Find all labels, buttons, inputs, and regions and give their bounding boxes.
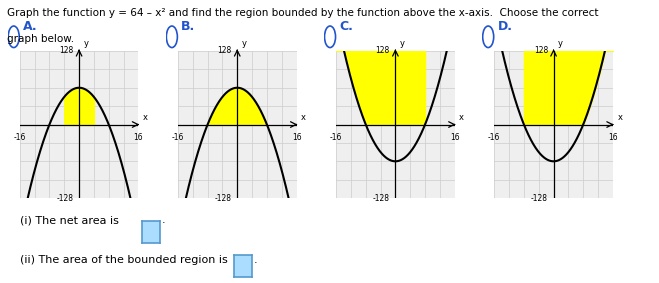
- Text: .: .: [254, 255, 258, 265]
- Text: x: x: [301, 113, 306, 122]
- Text: Graph the function y = 64 – x² and find the region bounded by the function above: Graph the function y = 64 – x² and find …: [7, 8, 598, 18]
- Text: x: x: [617, 113, 622, 122]
- Text: 128: 128: [217, 46, 232, 55]
- Text: -16: -16: [14, 132, 26, 142]
- Text: y: y: [400, 39, 405, 48]
- Text: 128: 128: [534, 46, 548, 55]
- Text: 16: 16: [292, 132, 301, 142]
- Text: -128: -128: [373, 194, 390, 203]
- Text: graph below.: graph below.: [7, 34, 74, 44]
- Text: (i) The net area is: (i) The net area is: [20, 215, 119, 225]
- Text: 16: 16: [450, 132, 459, 142]
- Text: -16: -16: [172, 132, 184, 142]
- Text: 128: 128: [376, 46, 390, 55]
- Text: x: x: [459, 113, 464, 122]
- Text: D.: D.: [498, 20, 513, 33]
- Text: 128: 128: [59, 46, 74, 55]
- Text: -128: -128: [57, 194, 74, 203]
- Text: 16: 16: [134, 132, 143, 142]
- Text: B.: B.: [181, 20, 196, 33]
- Text: y: y: [84, 39, 88, 48]
- Text: -128: -128: [215, 194, 232, 203]
- Text: (ii) The area of the bounded region is: (ii) The area of the bounded region is: [20, 255, 227, 265]
- Text: A.: A.: [23, 20, 38, 33]
- Text: -16: -16: [330, 132, 342, 142]
- Text: C.: C.: [339, 20, 353, 33]
- Text: -16: -16: [488, 132, 500, 142]
- Text: .: .: [161, 215, 165, 225]
- Text: y: y: [242, 39, 246, 48]
- Text: y: y: [558, 39, 563, 48]
- Text: x: x: [143, 113, 148, 122]
- Text: 16: 16: [608, 132, 617, 142]
- Text: -128: -128: [531, 194, 548, 203]
